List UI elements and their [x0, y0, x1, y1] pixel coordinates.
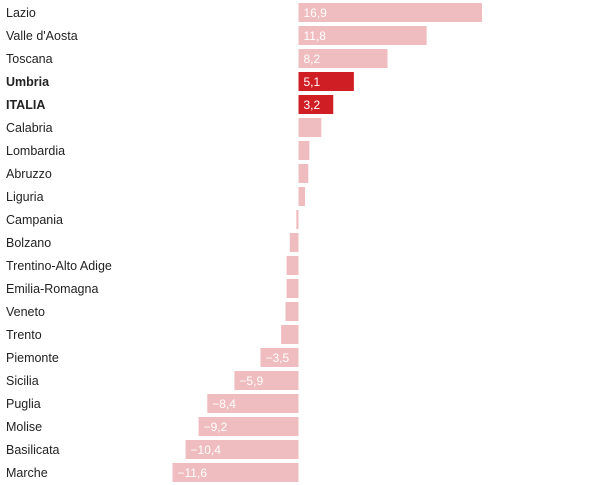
value-label-marche: −11,6 [178, 466, 208, 480]
bar-marche [172, 463, 299, 482]
bar-basilicata [185, 440, 299, 459]
bar-trentino-alto-adige [286, 256, 299, 275]
value-label-italia: 3,2 [304, 98, 321, 112]
category-label-veneto: Veneto [6, 305, 45, 319]
category-label-sicilia: Sicilia [6, 374, 39, 388]
category-label-trento: Trento [6, 328, 42, 342]
bar-sicilia [234, 371, 299, 390]
bar-bolzano [289, 233, 299, 252]
bar-calabria [298, 118, 322, 137]
value-label-sicilia: −5,9 [239, 374, 263, 388]
bar-molise [198, 417, 299, 436]
value-label-lazio: 16,9 [304, 6, 328, 20]
category-label-valle-d-aosta: Valle d'Aosta [6, 29, 78, 43]
category-label-marche: Marche [6, 466, 48, 480]
category-label-campania: Campania [6, 213, 63, 227]
bar-puglia [207, 394, 299, 413]
category-label-toscana: Toscana [6, 52, 53, 66]
bar-emilia-romagna [286, 279, 299, 298]
category-label-lazio: Lazio [6, 6, 36, 20]
value-label-basilicata: −10,4 [191, 443, 222, 457]
category-label-basilicata: Basilicata [6, 443, 60, 457]
value-label-molise: −9,2 [204, 420, 228, 434]
bar-toscana [298, 49, 388, 68]
bar-veneto [285, 302, 299, 321]
category-label-lombardia: Lombardia [6, 144, 65, 158]
category-label-calabria: Calabria [6, 121, 53, 135]
category-label-piemonte: Piemonte [6, 351, 59, 365]
bar-abruzzo [298, 164, 309, 183]
category-label-liguria: Liguria [6, 190, 44, 204]
bar-umbria [298, 72, 354, 91]
category-label-abruzzo: Abruzzo [6, 167, 52, 181]
value-label-piemonte: −3,5 [265, 351, 289, 365]
bar-campania [296, 210, 299, 229]
bar-valle-d-aosta [298, 26, 427, 45]
category-label-trentino-alto-adige: Trentino-Alto Adige [6, 259, 112, 273]
category-label-molise: Molise [6, 420, 42, 434]
category-label-puglia: Puglia [6, 397, 41, 411]
category-label-umbria: Umbria [6, 75, 50, 89]
bar-italia [298, 95, 334, 114]
category-label-italia: ITALIA [6, 98, 45, 112]
value-label-valle-d-aosta: 11,8 [304, 29, 327, 43]
value-label-puglia: −8,4 [212, 397, 236, 411]
bar-lombardia [298, 141, 310, 160]
category-label-emilia-romagna: Emilia-Romagna [6, 282, 98, 296]
value-label-toscana: 8,2 [304, 52, 321, 66]
bar-piemonte [260, 348, 299, 367]
bar-lazio [298, 3, 483, 22]
bar-liguria [298, 187, 306, 206]
value-label-umbria: 5,1 [304, 75, 321, 89]
category-label-bolzano: Bolzano [6, 236, 51, 250]
bar-trento [281, 325, 299, 344]
